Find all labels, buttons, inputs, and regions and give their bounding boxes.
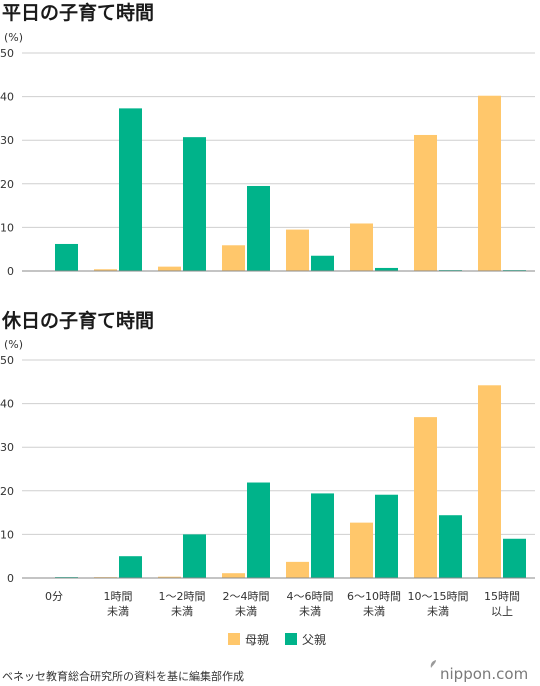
x-tick-label: 2〜4時間未満 — [223, 590, 270, 618]
x-tick-label-line: 以上 — [491, 605, 513, 618]
legend-swatch-father — [285, 633, 297, 645]
x-tick-label-line: 6〜10時間 — [347, 590, 401, 603]
bar-mother-7 — [478, 95, 501, 271]
y-tick-label: 50 — [0, 47, 14, 60]
bar-father-2 — [183, 137, 206, 271]
bar-mother-6 — [414, 134, 437, 271]
bar-father-4 — [311, 255, 334, 271]
bar-mother-1 — [94, 269, 117, 271]
bar-mother-5 — [350, 223, 373, 271]
y-tick-label: 50 — [0, 354, 14, 367]
bar-mother-6 — [414, 417, 437, 578]
bar-father-3 — [247, 482, 270, 578]
y-tick-label: 30 — [0, 134, 14, 147]
bar-mother-4 — [286, 229, 309, 271]
x-tick-label: 6〜10時間未満 — [347, 590, 401, 618]
bar-mother-4 — [286, 561, 309, 578]
bar-father-4 — [311, 493, 334, 578]
x-tick-label: 15時間以上 — [484, 590, 520, 618]
chart1-title: 平日の子育て時間 — [2, 1, 154, 24]
y-tick-label: 40 — [0, 398, 14, 411]
y-tick-label: 10 — [0, 528, 14, 541]
x-tick-label-line: 未満 — [171, 605, 193, 618]
x-tick-label-line: 2〜4時間 — [223, 590, 270, 603]
leaf-icon — [430, 660, 436, 668]
x-tick-label-line: 1〜2時間 — [159, 590, 206, 603]
x-tick-label-line: 4〜6時間 — [287, 590, 334, 603]
y-tick-label: 0 — [7, 265, 14, 278]
brand-text: nippon.com — [440, 665, 528, 683]
x-tick-label-line: 未満 — [363, 605, 385, 618]
bar-mother-2 — [158, 576, 181, 578]
bar-mother-3 — [222, 245, 245, 271]
y-tick-label: 10 — [0, 221, 14, 234]
legend-label-mother: 母親 — [245, 633, 269, 647]
source-note: ベネッセ教育総合研究所の資料を基に編集部作成 — [2, 669, 244, 683]
legend-label-father: 父親 — [302, 633, 326, 647]
chart2-unit-label: (%) — [4, 338, 23, 351]
y-tick-label: 20 — [0, 485, 14, 498]
y-tick-label: 30 — [0, 441, 14, 454]
x-tick-label: 0分 — [45, 590, 63, 603]
x-tick-label-line: 未満 — [299, 605, 321, 618]
legend-swatch-mother — [228, 633, 240, 645]
x-tick-label-line: 15時間 — [484, 590, 520, 603]
x-tick-label-line: 10〜15時間 — [408, 590, 469, 603]
y-tick-label: 40 — [0, 91, 14, 104]
bar-mother-5 — [350, 522, 373, 578]
y-tick-label: 0 — [7, 572, 14, 585]
bar-father-5 — [375, 494, 398, 578]
x-axis-labels: 0分 1時間未満1〜2時間未満2〜4時間未満4〜6時間未満6〜10時間未満10〜1… — [45, 590, 520, 618]
x-tick-label: 10〜15時間未満 — [408, 590, 469, 618]
brand-logo: nippon.com — [430, 660, 528, 683]
bar-father-7 — [503, 538, 526, 578]
bar-mother-3 — [222, 573, 245, 578]
chart2-title: 休日の子育て時間 — [1, 309, 154, 332]
chart1-plot: 0 10 20 30 40 50 — [0, 47, 535, 278]
chart1-unit-label: (%) — [4, 31, 23, 44]
x-tick-label-line: 未満 — [235, 605, 257, 618]
chart2-plot: 0 10 20 30 40 50 — [0, 354, 535, 585]
x-tick-label-line: 1時間 — [104, 590, 133, 603]
bar-father-1 — [119, 108, 142, 271]
bar-father-5 — [375, 267, 398, 271]
bar-father-3 — [247, 185, 270, 271]
x-tick-label: 4〜6時間未満 — [287, 590, 334, 618]
bar-father-1 — [119, 556, 142, 578]
bar-father-0 — [55, 243, 78, 271]
x-tick-label: 1〜2時間未満 — [159, 590, 206, 618]
x-tick-label-line: 未満 — [427, 605, 449, 618]
bar-father-6 — [439, 515, 462, 578]
x-tick-label: 1時間未満 — [104, 590, 133, 618]
legend: 母親 父親 — [228, 633, 326, 647]
bar-father-2 — [183, 534, 206, 578]
bar-mother-2 — [158, 266, 181, 271]
y-tick-label: 20 — [0, 178, 14, 191]
bar-mother-7 — [478, 385, 501, 578]
x-tick-label-line: 0分 — [45, 590, 63, 603]
x-tick-label-line: 未満 — [107, 605, 129, 618]
